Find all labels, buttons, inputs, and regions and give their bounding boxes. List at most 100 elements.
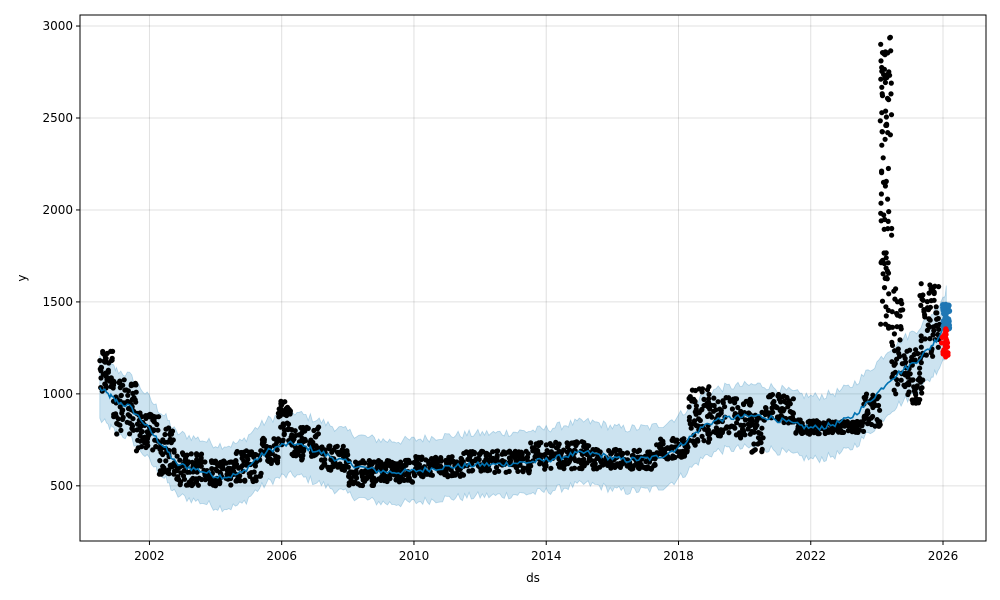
observed-point	[880, 271, 886, 277]
observed-point	[569, 466, 575, 472]
observed-point	[913, 347, 919, 353]
observed-point	[520, 469, 526, 475]
observed-point	[165, 439, 171, 445]
observed-point	[448, 457, 454, 463]
observed-point	[879, 298, 886, 304]
observed-point	[892, 348, 898, 354]
observed-point	[459, 471, 465, 477]
observed-point	[738, 408, 744, 414]
observed-point	[878, 321, 884, 327]
observed-point	[654, 450, 660, 456]
observed-point	[450, 472, 456, 478]
observed-point	[735, 404, 741, 411]
observed-point	[658, 446, 664, 453]
observed-point	[190, 460, 196, 467]
observed-point	[539, 452, 545, 458]
observed-point	[898, 377, 904, 383]
observed-point	[907, 347, 913, 353]
observed-point	[767, 410, 773, 416]
y-axis-label: y	[15, 274, 29, 281]
observed-point	[889, 225, 895, 232]
observed-point	[736, 430, 743, 436]
observed-point	[884, 122, 890, 128]
observed-point	[877, 407, 883, 413]
observed-point	[289, 432, 295, 438]
observed-point	[299, 456, 305, 462]
observed-point	[293, 453, 299, 459]
observed-point	[730, 396, 736, 402]
x-tick-label: 2018	[663, 549, 694, 563]
observed-point	[879, 84, 885, 90]
observed-point	[882, 136, 888, 142]
observed-point	[101, 358, 107, 364]
observed-point	[930, 332, 936, 338]
observed-point	[878, 200, 884, 206]
observed-point	[311, 443, 317, 449]
observed-point	[711, 395, 717, 401]
observed-point	[781, 398, 787, 404]
observed-point	[214, 468, 220, 474]
observed-point	[109, 357, 115, 363]
forecast-line	[99, 317, 948, 481]
observed-point	[321, 462, 327, 468]
observed-point	[830, 427, 836, 434]
observed-point	[697, 417, 703, 424]
observed-point	[752, 425, 759, 431]
observed-point	[891, 288, 897, 294]
observed-point	[150, 447, 156, 453]
observed-point	[883, 255, 889, 261]
observed-point	[490, 455, 496, 461]
observed-point	[597, 464, 603, 470]
observed-point	[920, 297, 926, 303]
observed-point	[881, 285, 888, 291]
observed-point	[878, 76, 884, 82]
observed-point	[897, 353, 903, 359]
observed-point	[110, 378, 116, 384]
observed-point	[701, 438, 707, 444]
observed-point	[790, 410, 797, 417]
observed-point	[139, 436, 146, 443]
observed-point	[706, 391, 712, 397]
observed-point	[125, 388, 131, 394]
observed-point	[711, 402, 717, 409]
observed-point	[692, 442, 698, 448]
observed-point	[870, 392, 876, 398]
observed-point	[314, 426, 321, 432]
observed-point	[597, 449, 603, 455]
observed-point	[608, 451, 614, 457]
observed-point	[494, 453, 500, 459]
observed-point	[461, 450, 467, 456]
observed-point	[285, 421, 292, 427]
observed-point	[883, 265, 889, 271]
observed-point	[171, 471, 177, 477]
observed-point	[729, 406, 736, 412]
observed-point	[791, 417, 797, 423]
observed-point	[360, 458, 366, 464]
observed-point	[715, 413, 721, 419]
observed-point	[271, 436, 277, 442]
observed-point	[745, 421, 751, 427]
observed-point	[536, 442, 542, 449]
observed-point	[221, 458, 227, 464]
observed-point	[628, 463, 635, 469]
observed-point	[160, 463, 166, 469]
observed-point	[918, 302, 924, 308]
y-tick-label: 1500	[42, 295, 73, 309]
observed-point	[493, 464, 500, 471]
observed-point	[879, 170, 885, 176]
observed-point	[888, 112, 895, 118]
observed-point	[885, 165, 892, 172]
observed-point	[892, 369, 899, 375]
observed-point	[759, 449, 765, 455]
observed-point	[199, 459, 205, 465]
observed-point	[233, 458, 239, 464]
observed-point	[618, 450, 624, 456]
observed-point	[638, 461, 644, 468]
observed-point	[924, 299, 930, 305]
grid-lines	[80, 15, 986, 541]
observed-point	[693, 403, 700, 409]
observed-point	[915, 377, 921, 383]
observed-point	[933, 310, 939, 316]
observed-point	[217, 479, 223, 485]
